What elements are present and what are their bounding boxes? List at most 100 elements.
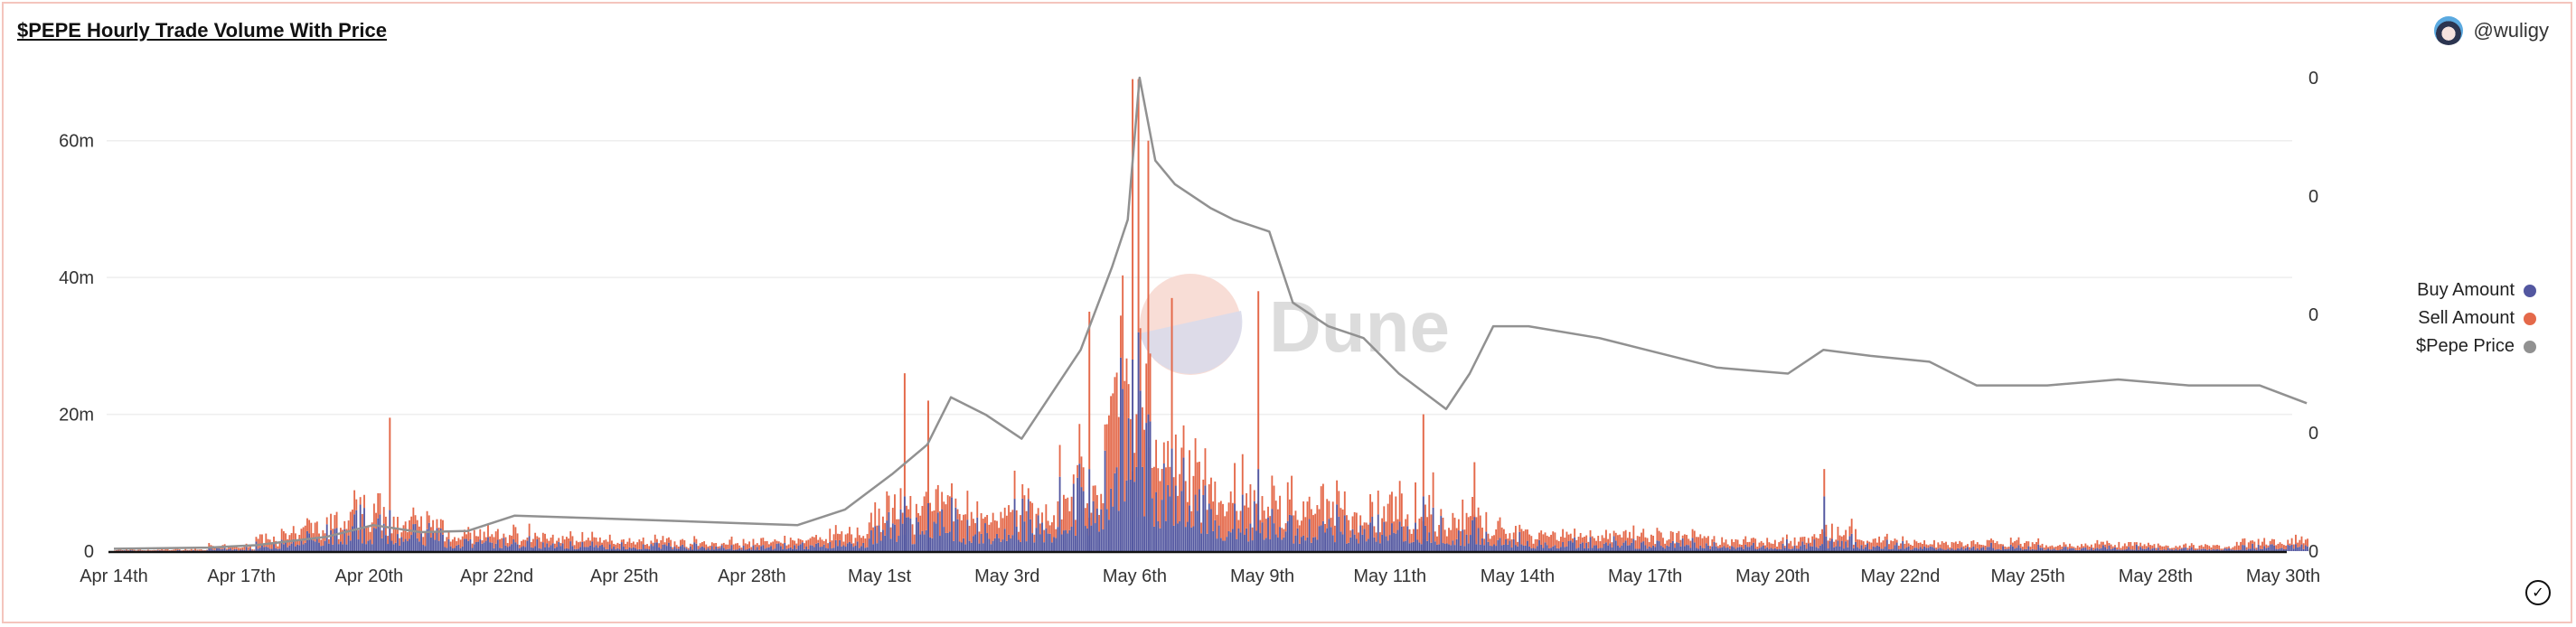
- legend-label: Buy Amount: [2417, 280, 2515, 300]
- buy-bar: [705, 549, 708, 551]
- sell-bar: [717, 547, 719, 549]
- buy-bar: [862, 542, 865, 551]
- sell-bar: [1463, 529, 1466, 547]
- sell-bar: [287, 538, 289, 547]
- sell-bar: [595, 538, 597, 546]
- sell-bar: [1063, 494, 1065, 531]
- buy-bar: [660, 548, 663, 551]
- sell-bar: [2002, 544, 2004, 547]
- buy-bar: [689, 546, 691, 551]
- buy-bar: [414, 523, 417, 551]
- buy-bar: [2225, 548, 2228, 551]
- sell-bar: [469, 532, 472, 539]
- check-circle-icon[interactable]: ✓: [2525, 580, 2551, 605]
- sell-bar: [1043, 529, 1046, 543]
- buy-bar: [1509, 540, 1511, 551]
- sell-bar: [1033, 534, 1036, 543]
- buy-bar: [267, 547, 269, 551]
- buy-bar: [1214, 519, 1217, 551]
- buy-bar: [613, 547, 616, 551]
- sell-bar: [1709, 546, 1712, 549]
- buy-bar: [2307, 546, 2308, 551]
- buy-bar: [320, 546, 323, 551]
- sell-bar: [1249, 484, 1252, 524]
- buy-bar: [882, 529, 884, 551]
- sell-bar: [1072, 474, 1075, 484]
- buy-bar: [2104, 547, 2107, 551]
- sell-bar: [1821, 529, 1823, 545]
- sell-bar: [1210, 477, 1212, 510]
- author-badge[interactable]: @wuligy: [2433, 16, 2549, 45]
- sell-bar: [1840, 536, 1843, 541]
- buy-bar-spike: [903, 496, 906, 551]
- buy-bar: [2178, 548, 2181, 551]
- buy-bar-spike: [1137, 332, 1140, 551]
- sell-bar: [727, 544, 729, 549]
- buy-bar: [589, 545, 591, 551]
- buy-bar: [402, 541, 405, 551]
- buy-bar: [1259, 533, 1262, 551]
- buy-bar: [1572, 542, 1574, 551]
- sell-bar: [648, 546, 651, 550]
- buy-bar: [2186, 549, 2189, 551]
- sell-bar: [740, 547, 743, 550]
- buy-bar: [494, 543, 497, 551]
- buy-bar: [929, 537, 932, 551]
- sell-bar: [608, 534, 611, 545]
- buy-bar: [829, 541, 832, 551]
- buy-bar: [1562, 542, 1565, 551]
- buy-bar: [2196, 549, 2199, 551]
- sell-bar: [1279, 495, 1281, 528]
- sell-bar: [2151, 545, 2154, 549]
- sell-bar: [2041, 543, 2044, 548]
- buy-bar: [1039, 534, 1041, 551]
- legend-item-sell[interactable]: Sell Amount: [2416, 304, 2536, 332]
- sell-bar: [2108, 543, 2111, 546]
- sell-bar: [682, 538, 684, 545]
- sell-bar: [2269, 540, 2271, 545]
- sell-bar: [1810, 542, 1811, 547]
- buy-bar: [691, 549, 693, 551]
- buy-bar: [1931, 547, 1933, 551]
- sell-bar: [742, 538, 745, 546]
- buy-bar: [1959, 548, 1961, 551]
- sell-bar: [1271, 475, 1274, 510]
- sell-bar: [446, 537, 448, 548]
- sell-bar: [116, 549, 118, 551]
- sell-bar: [1813, 534, 1816, 540]
- buy-bar: [1552, 546, 1555, 551]
- buy-bar: [1603, 543, 1605, 551]
- buy-bar: [1041, 522, 1043, 551]
- buy-bar: [1607, 545, 1610, 551]
- sell-bar: [290, 533, 293, 544]
- buy-bar: [1500, 545, 1503, 551]
- chart-title[interactable]: $PEPE Hourly Trade Volume With Price: [17, 19, 387, 42]
- buy-bar: [1933, 547, 1935, 551]
- sell-bar: [606, 541, 609, 549]
- sell-bar: [1874, 538, 1876, 547]
- buy-bar: [1725, 547, 1727, 551]
- sell-bar: [906, 505, 907, 518]
- buy-bar: [2007, 548, 2010, 551]
- sell-bar: [127, 549, 130, 551]
- buy-bar: [956, 519, 959, 551]
- legend-item-buy[interactable]: Buy Amount: [2416, 276, 2536, 304]
- buy-bar: [1992, 547, 1995, 551]
- buy-bar: [625, 548, 627, 551]
- buy-bar: [2163, 549, 2166, 551]
- buy-bar: [1010, 538, 1012, 551]
- sell-bar: [1603, 538, 1605, 544]
- buy-bar: [2230, 549, 2233, 551]
- buy-bar: [1979, 549, 1980, 551]
- sell-bar: [2114, 545, 2116, 547]
- buy-bar: [898, 536, 900, 551]
- sell-bar: [530, 542, 532, 547]
- sell-bar: [693, 536, 696, 543]
- buy-bar: [2257, 544, 2260, 551]
- legend-item-price[interactable]: $Pepe Price: [2416, 332, 2536, 360]
- sell-bar: [1068, 510, 1071, 530]
- buy-bar: [1293, 543, 1295, 551]
- buy-bar: [397, 534, 399, 551]
- sell-bar: [1179, 473, 1181, 522]
- sell-bar: [1214, 481, 1217, 520]
